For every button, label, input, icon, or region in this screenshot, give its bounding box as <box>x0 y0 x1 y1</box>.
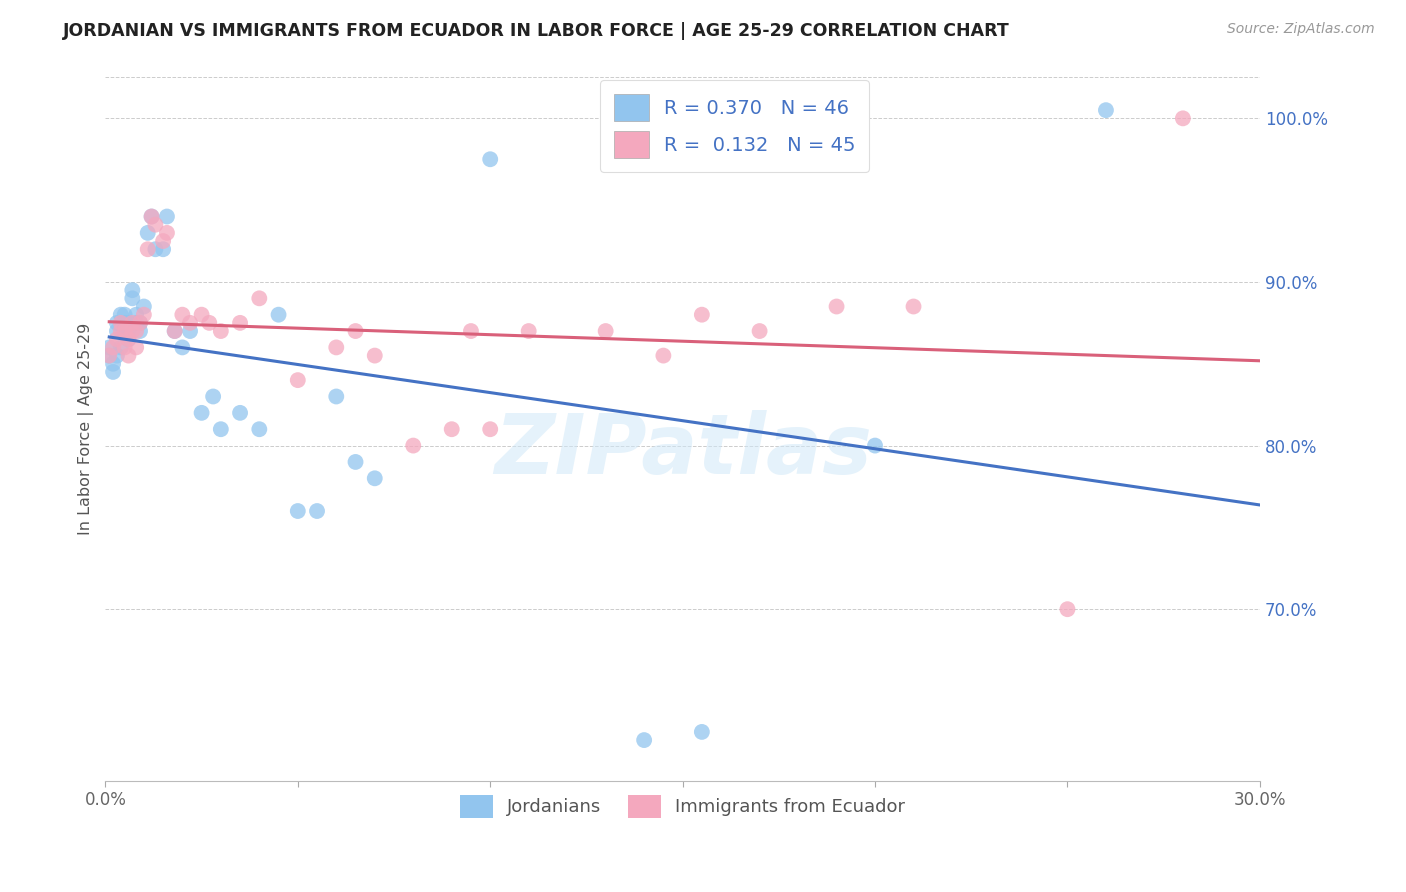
Point <box>156 210 179 224</box>
Point <box>110 324 132 338</box>
Point <box>903 300 925 314</box>
Point <box>198 316 221 330</box>
Point <box>114 316 136 330</box>
Point <box>152 242 174 256</box>
Point <box>105 324 128 338</box>
Point <box>172 340 194 354</box>
Point <box>402 439 425 453</box>
Point <box>1056 602 1078 616</box>
Point <box>114 324 136 338</box>
Point <box>98 340 121 354</box>
Point <box>110 308 132 322</box>
Point <box>344 324 367 338</box>
Point <box>132 300 155 314</box>
Point <box>117 349 139 363</box>
Point <box>145 242 167 256</box>
Point <box>287 373 309 387</box>
Point <box>163 324 186 338</box>
Point <box>129 324 152 338</box>
Point <box>479 153 502 167</box>
Point <box>101 365 124 379</box>
Text: JORDANIAN VS IMMIGRANTS FROM ECUADOR IN LABOR FORCE | AGE 25-29 CORRELATION CHAR: JORDANIAN VS IMMIGRANTS FROM ECUADOR IN … <box>63 22 1010 40</box>
Point <box>152 234 174 248</box>
Point <box>364 349 387 363</box>
Point <box>690 725 713 739</box>
Point <box>364 471 387 485</box>
Point <box>163 324 186 338</box>
Point <box>287 504 309 518</box>
Legend: Jordanians, Immigrants from Ecuador: Jordanians, Immigrants from Ecuador <box>453 789 912 825</box>
Point <box>125 324 148 338</box>
Point <box>179 324 201 338</box>
Point <box>825 300 848 314</box>
Point <box>190 406 212 420</box>
Point <box>129 316 152 330</box>
Point <box>325 389 347 403</box>
Point <box>305 504 328 518</box>
Point <box>132 308 155 322</box>
Point <box>247 291 270 305</box>
Point <box>129 316 152 330</box>
Point <box>202 389 225 403</box>
Point <box>1171 112 1194 126</box>
Point <box>105 316 128 330</box>
Point <box>121 324 143 338</box>
Point <box>479 422 502 436</box>
Point <box>110 316 132 330</box>
Point <box>156 226 179 240</box>
Point <box>141 210 163 224</box>
Y-axis label: In Labor Force | Age 25-29: In Labor Force | Age 25-29 <box>79 323 94 535</box>
Point <box>229 406 252 420</box>
Point <box>460 324 482 338</box>
Point <box>114 308 136 322</box>
Point <box>247 422 270 436</box>
Point <box>117 332 139 346</box>
Point <box>117 332 139 346</box>
Point <box>652 349 675 363</box>
Point <box>136 242 159 256</box>
Point <box>101 340 124 354</box>
Point <box>325 340 347 354</box>
Point <box>209 422 232 436</box>
Point <box>344 455 367 469</box>
Point <box>121 283 143 297</box>
Point <box>101 357 124 371</box>
Point <box>125 340 148 354</box>
Point <box>517 324 540 338</box>
Point <box>633 733 655 747</box>
Point <box>863 439 886 453</box>
Point <box>690 308 713 322</box>
Point <box>190 308 212 322</box>
Point <box>121 291 143 305</box>
Point <box>1095 103 1118 118</box>
Point <box>179 316 201 330</box>
Point <box>595 324 617 338</box>
Point <box>121 316 143 330</box>
Point <box>98 349 121 363</box>
Text: ZIPatlas: ZIPatlas <box>494 409 872 491</box>
Point <box>105 349 128 363</box>
Point <box>141 210 163 224</box>
Point <box>440 422 463 436</box>
Text: Source: ZipAtlas.com: Source: ZipAtlas.com <box>1227 22 1375 37</box>
Point <box>117 316 139 330</box>
Point <box>267 308 290 322</box>
Point <box>209 324 232 338</box>
Point <box>114 340 136 354</box>
Point <box>105 332 128 346</box>
Point <box>98 349 121 363</box>
Point <box>110 340 132 354</box>
Point <box>114 324 136 338</box>
Point <box>125 316 148 330</box>
Point <box>229 316 252 330</box>
Point <box>125 308 148 322</box>
Point <box>117 324 139 338</box>
Point <box>136 226 159 240</box>
Point <box>145 218 167 232</box>
Point <box>748 324 770 338</box>
Point <box>172 308 194 322</box>
